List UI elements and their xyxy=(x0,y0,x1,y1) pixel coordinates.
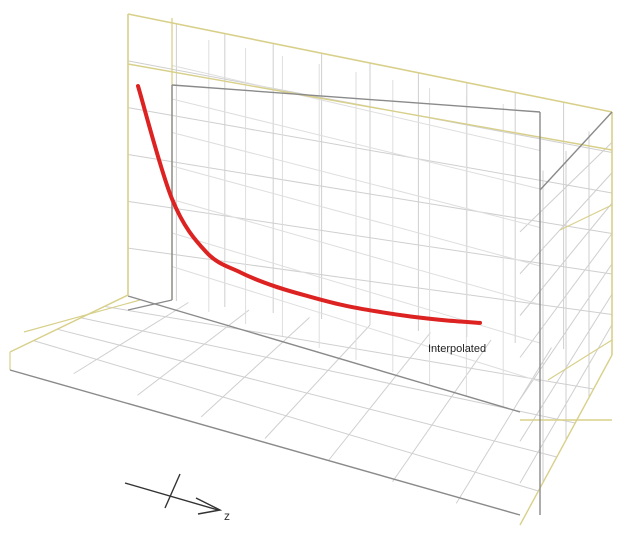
inner-plane-gridline-h xyxy=(171,165,541,267)
floor-gridline-v xyxy=(455,347,552,504)
side-wall-gridline-h xyxy=(519,172,613,275)
side-wall-lower-edge xyxy=(547,339,613,381)
side-wall-gridline-h xyxy=(519,324,613,484)
side-wall-top-edge xyxy=(539,111,613,191)
floor-gridline-v xyxy=(200,317,310,418)
inner-plane-gridline-h xyxy=(171,132,541,228)
inner-frame-floor-link xyxy=(127,299,173,311)
curve-layer xyxy=(136,84,482,325)
floor-left-inner-edge xyxy=(23,299,141,333)
inner-frame-top-edge xyxy=(171,84,541,113)
z-axis-indicator: z xyxy=(124,473,230,523)
series-label-interpolated: Interpolated xyxy=(428,343,486,355)
floor-gridline-v xyxy=(264,324,371,439)
axis-indicator-cross-line xyxy=(164,473,181,509)
box-frame-layer xyxy=(9,13,613,526)
floor-gridline-v xyxy=(137,309,250,396)
back-wall-upper-edge xyxy=(127,63,613,151)
floor-front-edge xyxy=(9,369,521,516)
side-wall-gridline-h xyxy=(519,202,613,316)
back-wall-top-edge xyxy=(127,13,613,113)
side-wall-gridline-h xyxy=(519,233,613,358)
axis-indicator-line xyxy=(124,482,219,511)
floor-right-edge xyxy=(519,354,613,526)
inner-plane-gridline-h xyxy=(171,65,541,151)
axis-arrow-icon xyxy=(195,497,223,515)
side-wall-gridline-h xyxy=(519,263,613,400)
floor-gridline-v xyxy=(392,339,492,483)
floor-left-edge xyxy=(9,294,129,353)
floor-gridline-h xyxy=(57,328,557,458)
side-wall-gridline-h xyxy=(519,142,613,233)
floor-back-edge xyxy=(127,295,521,413)
inner-plane-gridline-h xyxy=(171,98,541,190)
inner-plane-gridline-h xyxy=(171,199,541,305)
side-wall-upper-edge xyxy=(559,204,613,231)
inner-plane-gridline-h xyxy=(171,266,541,382)
floor-gridline-v xyxy=(328,332,431,461)
series-line-interpolated xyxy=(136,84,482,325)
z-axis-label: z xyxy=(224,509,230,523)
floor-gridline-h xyxy=(33,340,539,492)
floor-gridline-h xyxy=(80,317,576,424)
floor-gridline-h xyxy=(104,305,594,390)
floor-gridline-v xyxy=(73,302,189,375)
side-wall-gridline-h xyxy=(519,293,613,442)
